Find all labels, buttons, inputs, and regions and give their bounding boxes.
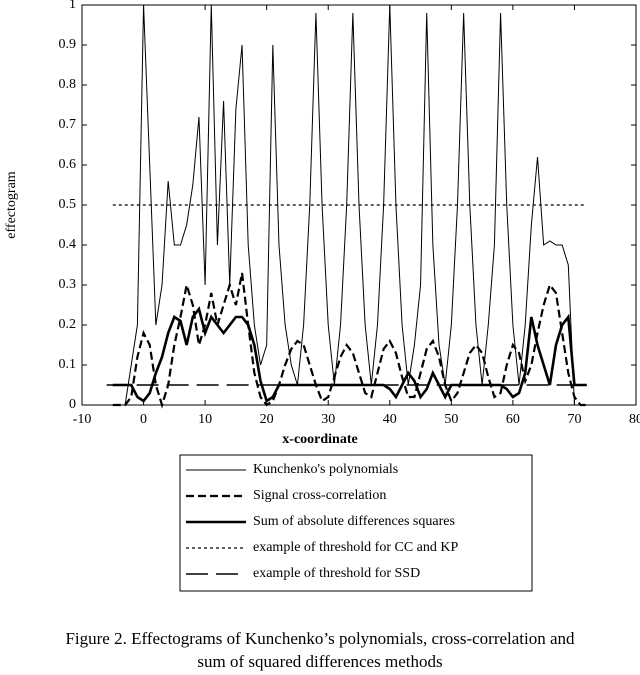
x-tick-label: 70 [567, 412, 581, 427]
series-line [112, 272, 587, 409]
y-tick-label: 1 [69, 0, 76, 12]
legend-label: example of threshold for CC and KP [253, 540, 459, 555]
legend-label: Kunchenko's polynomials [253, 462, 398, 477]
x-tick-label: 50 [444, 412, 458, 427]
x-tick-label: 0 [140, 412, 147, 427]
y-tick-label: 0.2 [59, 317, 77, 332]
caption-line: sum of squared differences methods [197, 652, 442, 671]
y-tick-label: 0.3 [59, 277, 77, 292]
y-tick-label: 0.9 [59, 37, 77, 52]
x-tick-label: 10 [198, 412, 212, 427]
y-tick-label: 0.1 [59, 357, 77, 372]
y-tick-label: 0.5 [59, 197, 77, 212]
legend-label: example of threshold for SSD [253, 566, 420, 581]
x-tick-label: 60 [506, 412, 520, 427]
caption-line: Figure 2. Effectograms of Kunchenko’s po… [65, 629, 575, 648]
x-tick-label: 20 [260, 412, 274, 427]
x-tick-label: 80 [629, 412, 640, 427]
x-axis-label: x-coordinate [282, 432, 357, 447]
y-tick-label: 0.6 [59, 157, 77, 172]
legend-label: Signal cross-correlation [253, 488, 386, 503]
y-tick-label: 0.8 [59, 77, 77, 92]
y-tick-label: 0.4 [59, 237, 77, 252]
y-tick-label: 0.7 [59, 117, 77, 132]
x-tick-label: 40 [383, 412, 397, 427]
y-tick-label: 0 [69, 397, 76, 412]
y-axis-label: effectogram [4, 171, 19, 238]
legend-label: Sum of absolute differences squares [253, 514, 455, 529]
x-tick-label: -10 [73, 412, 92, 427]
x-tick-label: 30 [321, 412, 335, 427]
series-line [112, 4, 587, 406]
